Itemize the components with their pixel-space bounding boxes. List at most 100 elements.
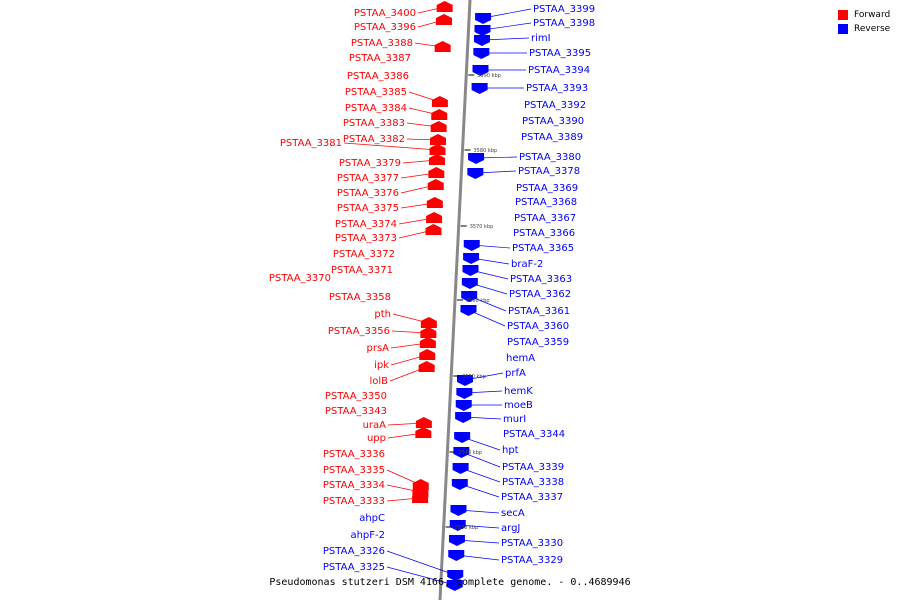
reverse-gene-label: PSTAA_3368 bbox=[515, 197, 577, 208]
reverse-gene-block bbox=[462, 265, 479, 276]
reverse-gene-label: PSTAA_3325 bbox=[323, 562, 385, 573]
reverse-gene-label: hpt bbox=[502, 445, 519, 456]
reverse-gene-label: PSTAA_3337 bbox=[501, 492, 563, 503]
reverse-gene-label: braF-2 bbox=[511, 259, 543, 270]
reverse-gene-label: rimI bbox=[531, 33, 551, 44]
forward-gene-label: PSTAA_3376 bbox=[337, 188, 399, 199]
reverse-gene-block bbox=[475, 13, 492, 24]
forward-gene-leader bbox=[343, 142, 438, 151]
forward-gene-label: prsA bbox=[366, 343, 389, 354]
reverse-gene-label: PSTAA_3365 bbox=[512, 243, 574, 254]
forward-gene-label: PSTAA_3335 bbox=[323, 465, 385, 476]
reverse-gene-label: PSTAA_3393 bbox=[526, 83, 588, 94]
forward-gene-label: uraA bbox=[363, 420, 387, 431]
reverse-gene-block bbox=[467, 168, 484, 179]
tick-label: 3550 kbp bbox=[462, 374, 486, 380]
forward-gene-label: PSTAA_3371 bbox=[331, 265, 393, 276]
forward-gene-label: PSTAA_3381 bbox=[280, 138, 342, 149]
reverse-gene-label: PSTAA_3394 bbox=[528, 65, 590, 76]
forward-gene-block bbox=[412, 492, 429, 503]
reverse-gene-label: PSTAA_3389 bbox=[521, 132, 583, 143]
reverse-gene-block bbox=[468, 153, 485, 164]
forward-gene-block bbox=[427, 179, 444, 190]
forward-gene-label: PSTAA_3385 bbox=[345, 87, 407, 98]
forward-gene-label: PSTAA_3377 bbox=[337, 173, 399, 184]
forward-gene-block bbox=[436, 14, 452, 25]
reverse-gene-block bbox=[446, 580, 463, 591]
reverse-gene-label: PSTAA_3344 bbox=[503, 429, 565, 440]
reverse-gene-label: PSTAA_3330 bbox=[501, 538, 563, 549]
forward-gene-label: PSTAA_3375 bbox=[337, 203, 399, 214]
genome-caption: Pseudomonas stutzeri DSM 4166, complete … bbox=[269, 577, 631, 588]
forward-gene-block bbox=[420, 317, 437, 328]
reverse-gene-block bbox=[460, 305, 477, 316]
forward-gene-label: PSTAA_3336 bbox=[323, 449, 385, 460]
backbone-line bbox=[438, 0, 472, 601]
forward-gene-block bbox=[429, 154, 445, 165]
forward-gene-label: PSTAA_3374 bbox=[335, 219, 397, 230]
reverse-gene-block bbox=[461, 291, 478, 302]
reverse-gene-label: PSTAA_3399 bbox=[533, 4, 595, 15]
reverse-gene-label: PSTAA_3326 bbox=[323, 546, 385, 557]
tick-label: 3560 kbp bbox=[466, 298, 490, 304]
reverse-gene-label: PSTAA_3366 bbox=[513, 228, 575, 239]
forward-gene-block bbox=[415, 417, 432, 428]
tick-label: 3590 kbp bbox=[477, 73, 501, 79]
reverse-gene-label: PSTAA_3329 bbox=[501, 555, 563, 566]
reverse-gene-label: PSTAA_3363 bbox=[510, 274, 572, 285]
legend: Forward Reverse bbox=[838, 8, 890, 36]
reverse-gene-leader bbox=[386, 550, 456, 576]
reverse-gene-block bbox=[474, 25, 491, 36]
reverse-gene-block bbox=[463, 240, 480, 251]
forward-gene-block bbox=[431, 109, 448, 120]
reverse-gene-label: PSTAA_3398 bbox=[533, 18, 595, 29]
reverse-gene-block bbox=[455, 412, 472, 423]
reverse-gene-label: prfA bbox=[505, 368, 526, 379]
forward-gene-block bbox=[426, 197, 443, 208]
reverse-gene-label: murI bbox=[503, 414, 526, 425]
forward-gene-label: PSTAA_3388 bbox=[351, 38, 413, 49]
forward-gene-label: PSTAA_3396 bbox=[354, 22, 416, 33]
reverse-gene-block bbox=[472, 65, 489, 76]
reverse-gene-block bbox=[456, 388, 473, 399]
legend-item-forward: Forward bbox=[838, 8, 890, 22]
forward-gene-label: PSTAA_3383 bbox=[343, 118, 405, 129]
forward-gene-block bbox=[428, 167, 445, 178]
forward-gene-block bbox=[434, 41, 451, 52]
forward-gene-block bbox=[412, 479, 429, 490]
forward-gene-block bbox=[418, 361, 435, 372]
reverse-gene-block bbox=[452, 463, 469, 474]
reverse-gene-label: ahpF-2 bbox=[350, 530, 385, 541]
reverse-gene-label: ahpC bbox=[359, 513, 385, 524]
reverse-gene-block bbox=[471, 83, 488, 94]
forward-gene-label: PSTAA_3373 bbox=[335, 233, 397, 244]
tick-label: 3580 kbp bbox=[474, 148, 498, 154]
forward-gene-block bbox=[419, 337, 436, 348]
forward-gene-label: PSTAA_3343 bbox=[325, 406, 387, 417]
forward-gene-block bbox=[425, 224, 442, 235]
reverse-gene-block bbox=[448, 550, 465, 561]
reverse-gene-block bbox=[450, 505, 467, 516]
tick-label: 3530 kbp bbox=[455, 525, 479, 531]
tick-label: 3570 kbp bbox=[470, 224, 494, 230]
legend-label-forward: Forward bbox=[854, 10, 891, 20]
forward-gene-label: upp bbox=[367, 433, 386, 444]
reverse-gene-label: PSTAA_3395 bbox=[529, 48, 591, 59]
legend-item-reverse: Reverse bbox=[838, 22, 890, 36]
reverse-gene-label: PSTAA_3359 bbox=[507, 337, 569, 348]
forward-gene-label: PSTAA_3370 bbox=[269, 273, 331, 284]
reverse-gene-block bbox=[447, 570, 464, 581]
forward-gene-block bbox=[436, 1, 453, 12]
reverse-gene-leader bbox=[386, 566, 455, 586]
forward-gene-label: lolB bbox=[369, 376, 388, 387]
forward-gene-label: ipk bbox=[374, 360, 389, 371]
forward-gene-label: PSTAA_3386 bbox=[347, 71, 409, 82]
reverse-gene-label: PSTAA_3361 bbox=[508, 306, 570, 317]
reverse-gene-block bbox=[455, 400, 472, 411]
forward-gene-label: PSTAA_3333 bbox=[323, 496, 385, 507]
forward-gene-block bbox=[430, 134, 446, 145]
tick-label: 3540 kbp bbox=[458, 450, 482, 456]
forward-gene-label: PSTAA_3350 bbox=[325, 391, 387, 402]
reverse-gene-label: PSTAA_3380 bbox=[519, 152, 581, 163]
